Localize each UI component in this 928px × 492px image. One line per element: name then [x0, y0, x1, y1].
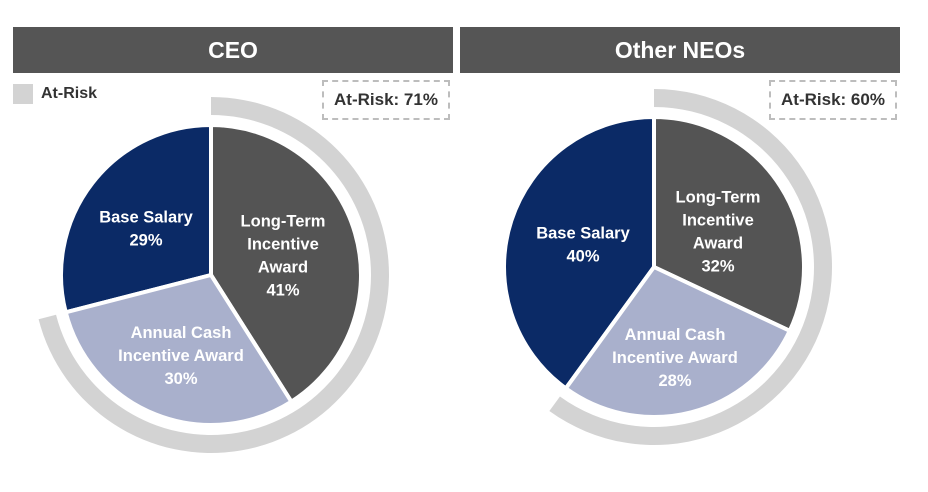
neo-label-long-term-incentive-award: Long-Term Incentive Award 32%: [676, 189, 761, 276]
neo-slice-annual-cash-incentive-award: [563, 265, 792, 419]
neo-at-risk-arc: [549, 89, 832, 445]
neo-slice-long-term-incentive-award: [652, 115, 806, 333]
ceo-title: CEO: [208, 36, 258, 63]
legend: At-Risk: [13, 84, 97, 104]
ceo-at-risk-label: At-Risk: 71%: [334, 90, 438, 109]
neo-label-annual-cash-incentive-award: Annual Cash Incentive Award 28%: [612, 326, 738, 390]
neo-at-risk-box: At-Risk: 60%: [769, 80, 897, 120]
neo-at-risk-label: At-Risk: 60%: [781, 90, 885, 109]
neo-slice-base-salary: [502, 115, 656, 391]
ceo-label-long-term-incentive-award: Long-Term Incentive Award 41%: [241, 213, 326, 300]
legend-label: At-Risk: [41, 85, 98, 102]
neo-title: Other NEOs: [614, 36, 746, 63]
ceo-label-annual-cash-incentive-award: Annual Cash Incentive Award 30%: [118, 324, 244, 388]
ceo-panel-header: CEO: [13, 27, 453, 73]
ceo-at-risk-box: At-Risk: 71%: [322, 80, 450, 120]
ceo-slice-base-salary: [59, 123, 213, 315]
ceo-slice-annual-cash-incentive-award: [63, 273, 294, 427]
ceo-label-base-salary: Base Salary 29%: [99, 209, 193, 250]
square-swatch-icon: [13, 84, 33, 104]
neo-panel-header: Other NEOs: [460, 27, 900, 73]
neo-label-base-salary: Base Salary 40%: [536, 225, 630, 266]
